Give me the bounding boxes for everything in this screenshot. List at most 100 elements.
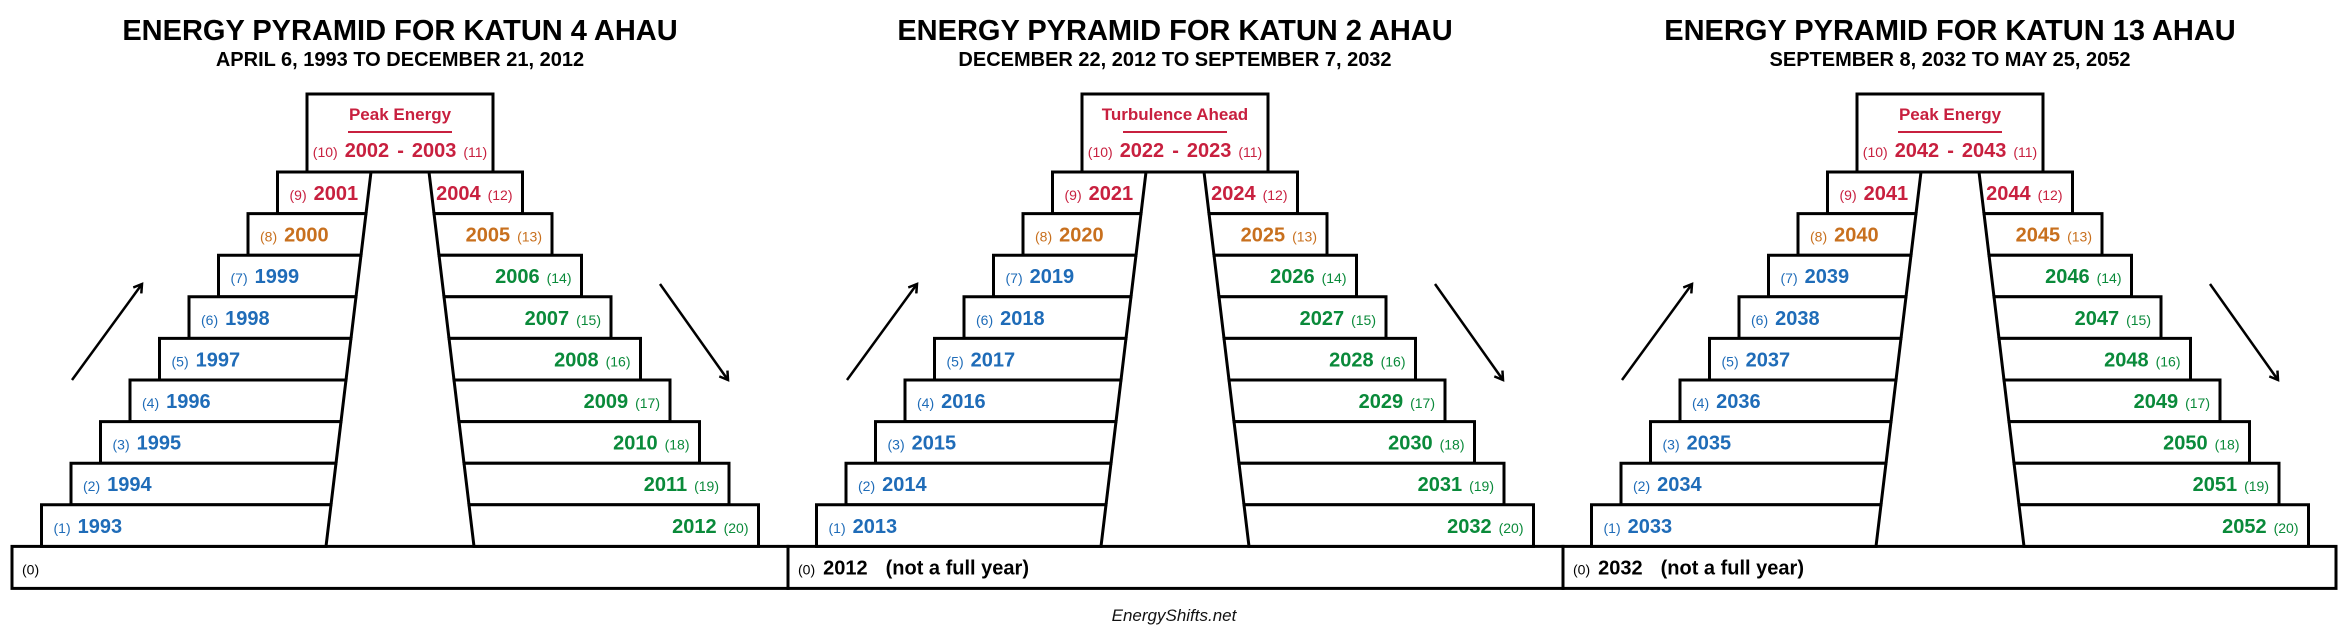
peak-left-index: (10) (1088, 144, 1113, 160)
step-year: 1995 (137, 433, 182, 455)
left-step-box (1678, 378, 1898, 424)
step-index: (13) (1292, 229, 1317, 245)
peak-left-index: (10) (313, 144, 338, 160)
right-step-label: 2032 (20) (1447, 516, 1523, 538)
right-step-label: 2051 (19) (2193, 474, 2269, 496)
left-step-label: (6) 1998 (201, 308, 270, 330)
base-index: (0) (22, 561, 39, 577)
pyramid-title: ENERGY PYRAMID FOR KATUN 2 AHAU (897, 15, 1452, 47)
left-step-label: (6) 2018 (976, 308, 1045, 330)
step-index: (20) (2274, 520, 2299, 536)
left-step-label: (7) 1999 (231, 266, 300, 288)
step-year: 2008 (554, 349, 599, 371)
step-year: 2041 (1864, 183, 1909, 205)
step-index: (9) (1840, 187, 1857, 203)
step-year: 2032 (1447, 516, 1492, 538)
falling-arrow-icon (2208, 283, 2278, 380)
peak-label: Peak Energy (349, 105, 452, 124)
right-step-label: 2031 (19) (1418, 474, 1494, 496)
step-year: 2019 (1030, 266, 1075, 288)
left-step-box (1590, 503, 1883, 548)
footer-site-name: EnergyShifts.net (1112, 606, 1238, 625)
rising-arrow-icon (1620, 284, 1692, 381)
step-index: (12) (1263, 187, 1288, 203)
step-index: (14) (2097, 270, 2122, 286)
right-step-label: 2029 (17) (1359, 391, 1435, 413)
right-step-box (2007, 420, 2251, 465)
step-year: 2016 (941, 391, 986, 413)
step-index: (19) (1469, 478, 1494, 494)
left-step-label: (7) 2019 (1006, 266, 1075, 288)
right-step-label: 2052 (20) (2222, 516, 2298, 538)
right-step-label: 2048 (16) (2104, 349, 2180, 371)
base-label: (0) (22, 561, 39, 577)
step-index: (9) (290, 187, 307, 203)
step-year: 2050 (2163, 433, 2208, 455)
left-step-label: (4) 1996 (142, 391, 211, 413)
step-year: 2051 (2193, 474, 2238, 496)
left-step-label: (4) 2036 (1692, 391, 1761, 413)
peak-left-year: 2002 (345, 140, 390, 162)
step-year: 2026 (1270, 266, 1315, 288)
step-index: (8) (260, 229, 277, 245)
step-index: (13) (517, 229, 542, 245)
step-index: (3) (113, 437, 130, 453)
rising-arrow-icon (845, 284, 917, 381)
base-note: (not a full year) (1661, 557, 1804, 579)
base-box (1561, 544, 2338, 590)
pyramid-panel: ENERGY PYRAMID FOR KATUN 13 AHAUSEPTEMBE… (1561, 15, 2338, 590)
right-step-label: 2005 (13) (466, 225, 542, 247)
left-step-label: (2) 2034 (1633, 474, 1702, 496)
step-year: 2037 (1746, 349, 1791, 371)
step-index: (1) (1604, 520, 1621, 536)
base-box (786, 544, 1565, 590)
step-year: 2018 (1000, 308, 1045, 330)
step-index: (20) (724, 520, 749, 536)
step-index: (5) (172, 353, 189, 369)
left-step-label: (2) 1994 (83, 474, 152, 496)
step-year: 2012 (672, 516, 717, 538)
step-index: (4) (917, 395, 934, 411)
falling-arrow-icon (1433, 283, 1503, 380)
right-step-label: 2028 (16) (1329, 349, 1405, 371)
step-year: 1993 (78, 516, 123, 538)
step-index: (5) (947, 353, 964, 369)
peak-years: (10) 2002-2003 (11) (313, 140, 487, 162)
left-step-label: (5) 2017 (947, 349, 1016, 371)
left-step-box (815, 503, 1108, 548)
step-year: 2004 (436, 183, 481, 205)
right-step-label: 2008 (16) (554, 349, 630, 371)
right-step-box (1237, 461, 1506, 507)
step-year: 2049 (2134, 391, 2179, 413)
left-step-label: (5) 1997 (172, 349, 241, 371)
step-index: (3) (1663, 437, 1680, 453)
step-index: (18) (665, 437, 690, 453)
step-index: (17) (1410, 395, 1435, 411)
step-index: (6) (976, 312, 993, 328)
right-step-label: 2011 (19) (644, 474, 719, 496)
step-year: 2052 (2222, 516, 2267, 538)
step-index: (16) (1381, 353, 1406, 369)
right-step-label: 2030 (18) (1388, 433, 1464, 455)
pyramid-panel: ENERGY PYRAMID FOR KATUN 2 AHAUDECEMBER … (786, 15, 1565, 590)
peak-years: (10) 2022-2023 (11) (1088, 140, 1262, 162)
left-step-label: (6) 2038 (1751, 308, 1820, 330)
step-year: 1994 (107, 474, 152, 496)
step-year: 1996 (166, 391, 211, 413)
step-year: 2013 (853, 516, 898, 538)
step-index: (8) (1035, 229, 1052, 245)
left-step-label: (5) 2037 (1722, 349, 1791, 371)
base-year: 2032 (1598, 557, 1643, 579)
peak-right-year: 2003 (412, 140, 457, 162)
peak-left-year: 2042 (1895, 140, 1940, 162)
step-year: 2034 (1657, 474, 1702, 496)
peak-dash: - (1947, 140, 1954, 162)
step-year: 2007 (525, 308, 570, 330)
step-index: (19) (2244, 478, 2269, 494)
base-year: 2012 (823, 557, 868, 579)
right-step-label: 2049 (17) (2134, 391, 2210, 413)
left-step-label: (8) 2040 (1810, 225, 1879, 247)
peak-left-year: 2022 (1120, 140, 1165, 162)
right-step-box (2017, 503, 2310, 548)
